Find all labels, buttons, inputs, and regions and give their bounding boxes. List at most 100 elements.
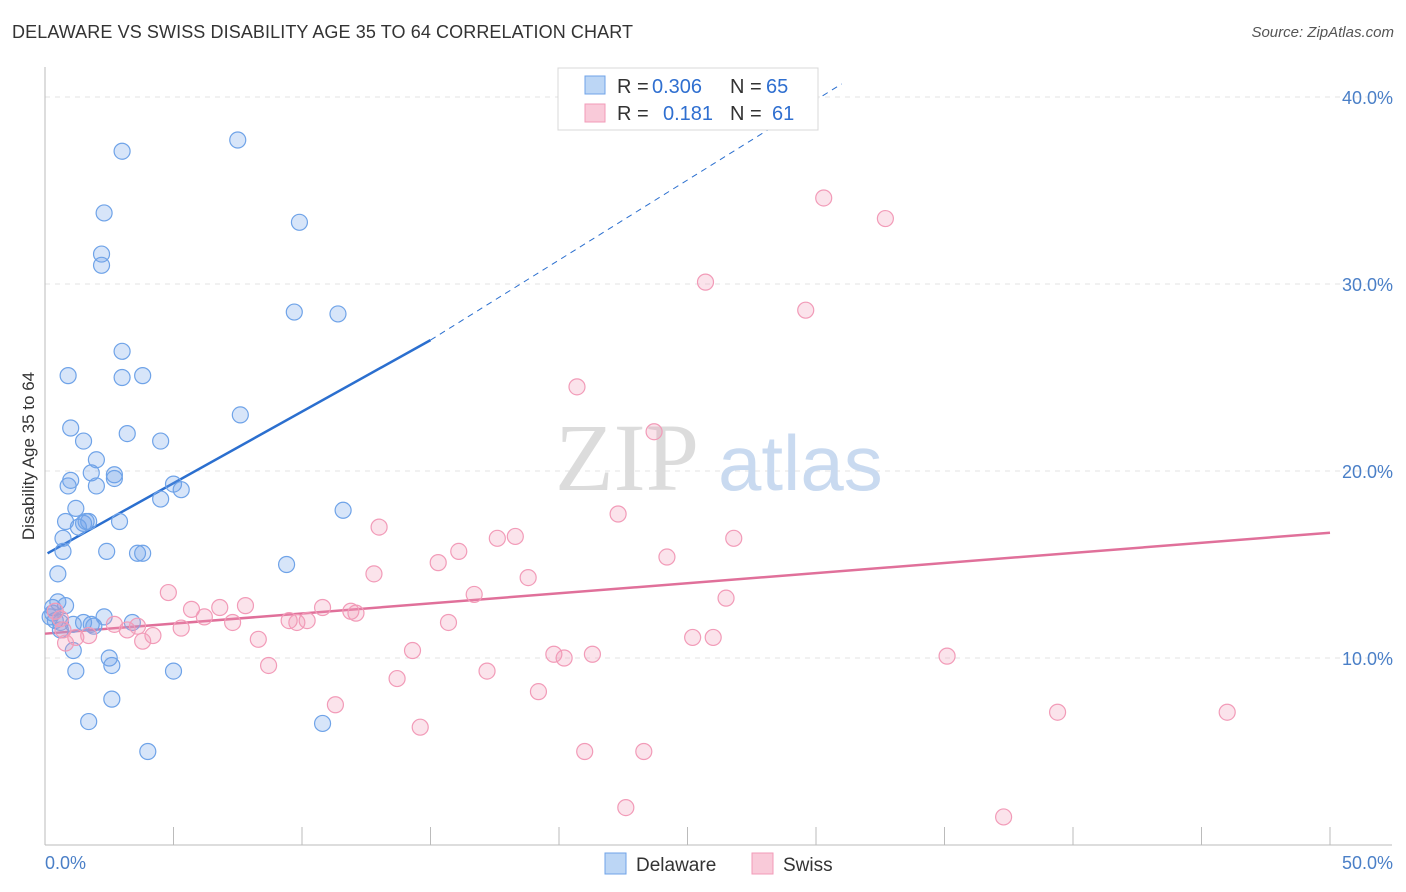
bottom-legend-swatch-swiss <box>751 852 774 875</box>
data-point-swiss <box>236 597 255 615</box>
data-point-swiss <box>995 808 1013 826</box>
data-point-swiss <box>67 628 85 647</box>
data-point-delaware <box>80 512 98 531</box>
data-point-swiss <box>696 273 715 291</box>
data-point-delaware <box>49 565 67 583</box>
data-point-swiss <box>450 542 468 561</box>
bottom-legend-label-swiss: Swiss <box>783 855 833 876</box>
data-point-swiss <box>815 189 833 207</box>
source-label: Source: ZipAtlas.com <box>1251 24 1394 41</box>
data-point-delaware <box>98 542 116 561</box>
data-point-delaware <box>54 542 72 561</box>
data-point-delaware <box>134 367 152 385</box>
data-point-delaware <box>82 615 100 633</box>
data-point-swiss <box>128 617 147 635</box>
data-point-delaware <box>172 481 190 499</box>
data-point-swiss <box>465 585 483 604</box>
y-tick-label: 30.0% <box>1342 275 1393 295</box>
axes: 0.0% 50.0% <box>44 67 1393 873</box>
data-point-swiss <box>617 798 635 817</box>
data-point-delaware <box>54 529 72 547</box>
data-point-delaware <box>164 662 183 680</box>
data-point-swiss <box>1218 703 1236 721</box>
data-point-delaware <box>105 466 123 484</box>
data-point-delaware <box>152 432 170 450</box>
legend-r-label-delaware: R = <box>617 76 649 98</box>
y-tick-label: 10.0% <box>1342 649 1393 669</box>
data-point-swiss <box>876 209 894 228</box>
data-point-delaware <box>113 368 131 387</box>
data-point-swiss <box>347 604 365 622</box>
data-point-swiss <box>211 598 229 617</box>
data-point-delaware <box>231 406 249 424</box>
legend-n-value-swiss: 61 <box>772 103 794 125</box>
data-point-swiss <box>172 619 190 637</box>
data-point-swiss <box>555 649 573 667</box>
data-point-delaware <box>87 451 106 469</box>
data-point-delaware <box>67 499 85 517</box>
data-point-swiss <box>938 647 956 665</box>
trend-line-delaware <box>46 339 432 555</box>
data-point-swiss <box>478 662 496 680</box>
data-point-swiss <box>388 669 406 688</box>
data-point-swiss <box>182 600 201 618</box>
data-point-delaware <box>67 662 85 680</box>
data-point-delaware <box>105 469 123 488</box>
data-point-swiss <box>529 683 548 701</box>
data-point-swiss <box>717 589 735 607</box>
legend-r-value-swiss: 0.181 <box>663 103 713 125</box>
y-tick-label: 20.0% <box>1342 462 1393 482</box>
data-point-swiss <box>365 565 383 583</box>
data-points <box>41 131 1236 826</box>
data-point-delaware <box>134 544 152 562</box>
bottom-legend-swatch-delaware <box>604 852 627 875</box>
legend-n-value-delaware: 65 <box>766 76 788 98</box>
x-tick-label: 50.0% <box>1342 853 1393 873</box>
data-point-delaware <box>87 477 106 495</box>
data-point-delaware <box>313 714 332 733</box>
data-point-swiss <box>195 608 213 626</box>
data-point-swiss <box>684 628 702 647</box>
data-point-swiss <box>488 529 506 547</box>
data-point-delaware <box>128 544 147 562</box>
data-point-delaware <box>110 512 129 531</box>
data-point-swiss <box>658 548 676 566</box>
data-point-delaware <box>59 367 77 385</box>
grid-lines: 10.0% 20.0% 30.0% 40.0% <box>45 88 1393 669</box>
data-point-swiss <box>506 527 524 546</box>
data-point-swiss <box>439 613 458 632</box>
data-point-swiss <box>313 598 332 617</box>
legend-swatch-swiss <box>584 103 606 123</box>
data-point-delaware <box>290 213 309 231</box>
watermark-atlas: atlas <box>718 419 883 507</box>
bottom-legend: Delaware Swiss <box>604 852 833 876</box>
data-point-swiss <box>54 621 72 639</box>
data-point-delaware <box>85 617 103 635</box>
data-point-swiss <box>51 610 70 628</box>
legend-n-label-delaware: N = <box>730 76 762 98</box>
data-point-delaware <box>74 432 93 450</box>
bottom-legend-label-delaware: Delaware <box>636 855 716 876</box>
data-point-swiss <box>545 645 563 663</box>
data-point-delaware <box>113 342 131 360</box>
data-point-delaware <box>334 501 352 519</box>
data-point-swiss <box>1048 703 1067 721</box>
data-point-swiss <box>576 742 594 761</box>
data-point-delaware <box>118 425 136 443</box>
watermark: ZIP atlas <box>555 404 883 511</box>
data-point-swiss <box>298 611 316 630</box>
data-point-delaware <box>329 305 347 323</box>
y-axis-label: Disability Age 35 to 64 <box>19 372 38 540</box>
data-point-delaware <box>92 256 111 274</box>
legend-r-label-swiss: R = <box>617 103 649 125</box>
trend-lines <box>44 83 1331 635</box>
data-point-delaware <box>62 471 80 489</box>
data-point-swiss <box>725 529 743 547</box>
data-point-delaware <box>95 204 113 222</box>
data-point-delaware <box>229 131 247 149</box>
data-point-swiss <box>797 301 815 319</box>
trend-line-swiss <box>44 531 1331 635</box>
data-point-delaware <box>82 464 100 482</box>
x-tick-label: 0.0% <box>45 853 86 873</box>
